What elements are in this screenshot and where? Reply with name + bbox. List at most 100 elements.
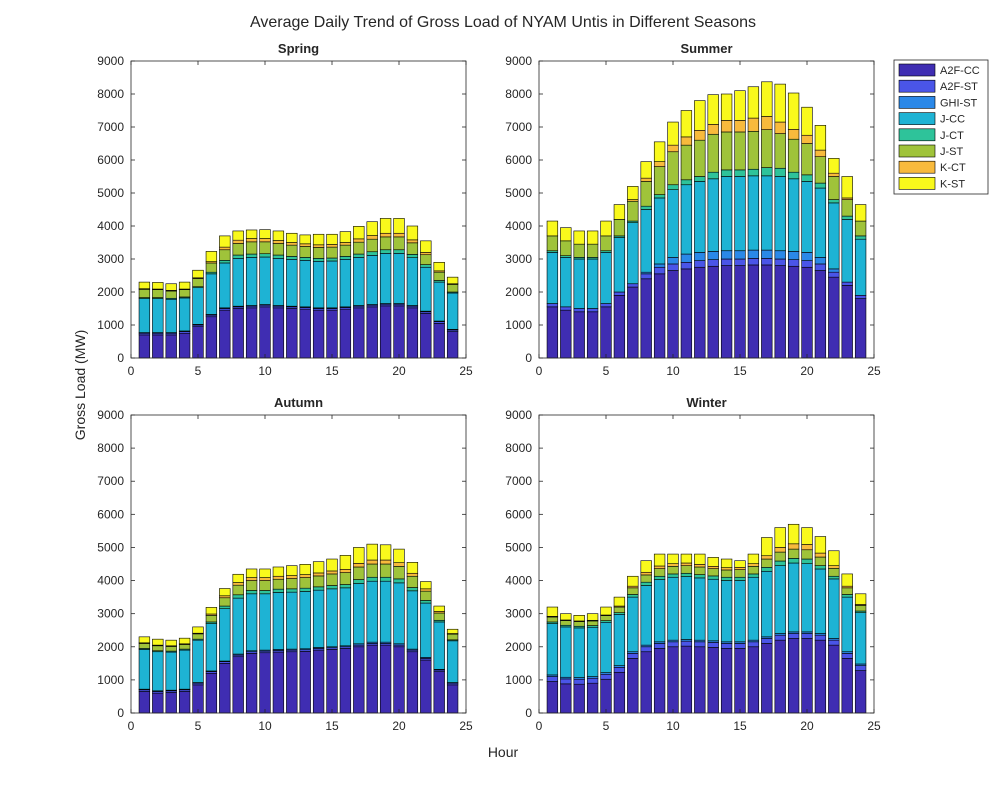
bar-segment-a2f-st-hour-14 [720, 258, 733, 266]
bar-segment-k-st-hour-3 [573, 230, 585, 245]
bar-segment-a2f-cc-hour-24 [854, 298, 867, 359]
y-tick-label: 2000 [505, 640, 532, 654]
bar-segment-j-ct-hour-11 [680, 572, 693, 577]
bar-segment-j-cc-hour-6 [613, 237, 626, 293]
bar-segment-j-cc-hour-13 [707, 178, 719, 252]
y-tick-label: 4000 [97, 574, 124, 588]
bar-segment-k-st-hour-4 [178, 281, 191, 290]
x-tick-label: 25 [867, 364, 881, 378]
bar-segment-k-ct-hour-16 [747, 563, 760, 567]
bar-segment-k-ct-hour-11 [680, 562, 693, 566]
bar-segment-a2f-cc-hour-17 [761, 264, 773, 359]
bar-segment-a2f-cc-hour-11 [680, 268, 693, 359]
bar-segment-a2f-st-hour-10 [667, 641, 679, 648]
bar-segment-a2f-st-hour-11 [680, 261, 693, 270]
bar-segment-j-cc-hour-19 [787, 562, 800, 633]
bar-segment-k-ct-hour-11 [272, 575, 285, 580]
bar-segment-j-ct-hour-17 [353, 253, 365, 258]
bar-segment-k-st-hour-12 [694, 100, 706, 131]
bar-segment-j-st-hour-7 [627, 587, 639, 595]
bar-segment-k-ct-hour-12 [286, 575, 298, 579]
bar-segment-k-st-hour-21 [814, 125, 827, 151]
bar-segment-j-st-hour-24 [446, 284, 459, 293]
bar-segment-k-ct-hour-8 [232, 239, 244, 244]
bar-segment-k-ct-hour-21 [406, 572, 419, 577]
subplot-title: Spring [278, 41, 319, 56]
x-tick-label: 15 [325, 719, 339, 733]
bar-segment-j-st-hour-10 [667, 151, 679, 186]
bar-segment-a2f-cc-hour-14 [720, 265, 733, 359]
bar-segment-a2f-st-hour-10 [667, 263, 679, 271]
bar-segment-j-st-hour-17 [353, 566, 365, 580]
bar-segment-j-cc-hour-17 [353, 583, 365, 645]
bar-segment-k-st-hour-14 [720, 558, 733, 568]
bar-segment-j-ct-hour-16 [339, 584, 352, 589]
bar-segment-j-ct-hour-15 [734, 576, 746, 581]
bar-segment-j-ct-hour-21 [406, 587, 419, 592]
bar-segment-j-st-hour-21 [406, 242, 419, 255]
bar-segment-k-st-hour-24 [446, 276, 459, 285]
bar-segment-a2f-st-hour-21 [814, 634, 827, 641]
bar-segment-a2f-cc-hour-4 [178, 691, 191, 714]
bar-segment-k-st-hour-3 [165, 639, 177, 647]
bar-segment-a2f-st-hour-18 [774, 634, 786, 641]
x-tick-label: 10 [666, 364, 680, 378]
bar-segment-j-st-hour-13 [299, 246, 311, 258]
bar-segment-j-st-hour-23 [433, 271, 445, 281]
bar-segment-a2f-cc-hour-15 [734, 648, 746, 714]
bar-segment-a2f-st-hour-7 [627, 283, 639, 288]
bar-segment-j-st-hour-24 [854, 605, 867, 612]
bar-segment-a2f-cc-hour-1 [138, 691, 151, 714]
bar-segment-a2f-cc-hour-17 [761, 643, 773, 714]
bar-segment-j-st-hour-20 [801, 143, 813, 176]
bar-segment-j-cc-hour-8 [232, 597, 244, 655]
bar-segment-a2f-cc-hour-14 [720, 648, 733, 714]
bar-segment-j-cc-hour-11 [680, 184, 693, 255]
bar-segment-k-st-hour-14 [312, 233, 325, 246]
bar-segment-j-st-hour-5 [600, 615, 612, 621]
bar-segment-j-st-hour-3 [573, 621, 585, 627]
bar-segment-k-st-hour-11 [272, 230, 285, 241]
bar-segment-k-st-hour-17 [353, 226, 365, 240]
bar-segment-j-cc-hour-12 [694, 577, 706, 641]
bar-segment-j-st-hour-16 [339, 572, 352, 585]
bar-segment-a2f-st-hour-1 [546, 676, 559, 682]
y-tick-label: 4000 [505, 219, 532, 233]
bar-segment-k-ct-hour-20 [393, 232, 405, 238]
bar-segment-a2f-cc-hour-18 [774, 265, 786, 359]
bar-segment-j-st-hour-13 [299, 577, 311, 589]
bar-segment-a2f-st-hour-6 [613, 667, 626, 673]
bar-segment-k-ct-hour-9 [245, 238, 258, 243]
subplot-title: Winter [686, 395, 726, 410]
bar-segment-k-st-hour-13 [707, 557, 719, 567]
bar-segment-j-st-hour-19 [379, 563, 392, 578]
bar-segment-k-ct-hour-18 [366, 559, 378, 565]
bar-segment-j-st-hour-1 [546, 235, 559, 252]
bar-segment-a2f-cc-hour-5 [192, 326, 204, 359]
bar-segment-a2f-cc-hour-12 [286, 308, 298, 359]
x-tick-label: 0 [536, 364, 543, 378]
bar-segment-k-st-hour-24 [854, 593, 867, 605]
bar-segment-a2f-cc-hour-24 [446, 331, 459, 359]
bar-segment-k-ct-hour-14 [312, 244, 325, 248]
bar-segment-a2f-cc-hour-3 [165, 334, 177, 359]
y-tick-label: 6000 [97, 153, 124, 167]
bar-segment-a2f-st-hour-14 [720, 643, 733, 649]
bar-segment-k-st-hour-16 [747, 86, 760, 119]
bar-segment-j-ct-hour-18 [366, 251, 378, 256]
bar-segment-j-st-hour-23 [841, 199, 853, 217]
bar-segment-j-ct-hour-17 [353, 579, 365, 584]
bar-segment-j-ct-hour-15 [326, 257, 338, 262]
subplot-title: Autumn [274, 395, 323, 410]
legend-label-a2f-cc: A2F-CC [940, 65, 980, 77]
bar-segment-a2f-cc-hour-14 [312, 649, 325, 714]
bar-segment-k-st-hour-17 [761, 81, 773, 117]
bar-segment-j-st-hour-13 [707, 133, 719, 173]
bar-segment-j-ct-hour-8 [640, 205, 652, 210]
bar-segment-j-st-hour-9 [653, 166, 666, 195]
y-tick-label: 0 [117, 706, 124, 720]
bar-segment-k-ct-hour-12 [286, 242, 298, 246]
bar-segment-j-st-hour-15 [734, 131, 746, 171]
bar-segment-a2f-cc-hour-15 [326, 309, 338, 359]
bar-segment-a2f-st-hour-17 [761, 258, 773, 266]
